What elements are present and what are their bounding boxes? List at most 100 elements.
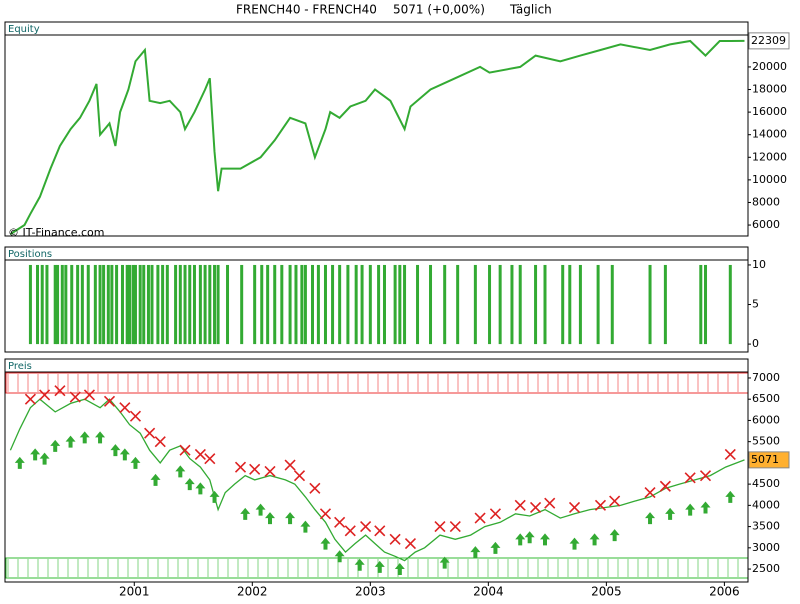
bar — [80, 264, 84, 345]
bar — [488, 264, 492, 345]
bar — [110, 264, 114, 345]
bar — [663, 264, 667, 345]
buy-signal — [334, 550, 345, 563]
bar — [416, 264, 420, 345]
sell-signal — [724, 448, 736, 460]
sell-signal — [24, 393, 36, 405]
bar — [316, 264, 320, 345]
buy-signal — [320, 537, 331, 550]
bar — [331, 264, 335, 345]
buy-signal — [470, 546, 481, 559]
bar — [303, 264, 307, 345]
bar — [498, 264, 502, 345]
sell-signal — [529, 501, 542, 514]
bar — [156, 264, 160, 345]
bar — [648, 264, 652, 345]
period: Täglich — [509, 3, 552, 17]
y-tick-label: 7000 — [752, 371, 780, 384]
last-value: 5071 — [751, 453, 779, 466]
last-value-box — [748, 32, 790, 50]
bar — [561, 264, 565, 345]
sell-signal — [179, 444, 191, 456]
bar — [146, 264, 150, 345]
y-tick-label: 10 — [752, 258, 766, 271]
bar — [56, 264, 60, 345]
buy-signal — [39, 452, 50, 465]
bar — [240, 264, 244, 345]
bar — [133, 264, 137, 345]
bar — [60, 264, 64, 345]
x-tick-label: 2002 — [237, 585, 268, 599]
bar — [568, 264, 572, 345]
bar — [45, 264, 49, 345]
y-tick-label: 6000 — [752, 218, 780, 231]
bar — [382, 264, 386, 345]
quote: 5071 (+0,00%) — [393, 3, 485, 17]
bar — [510, 264, 514, 345]
buy-signal — [300, 520, 311, 533]
buy-signal — [589, 533, 600, 546]
sell-signal — [544, 497, 556, 509]
bar — [142, 264, 146, 345]
y-tick-label: 10000 — [752, 173, 787, 186]
bar — [403, 264, 407, 345]
bar — [260, 264, 264, 345]
bar — [443, 264, 447, 345]
x-tick-label: 2005 — [591, 585, 622, 599]
bar — [188, 264, 192, 345]
bar — [518, 264, 522, 345]
sell-signal — [594, 499, 607, 511]
y-tick-label: 8000 — [752, 195, 780, 208]
y-tick-label: 20000 — [752, 60, 787, 73]
sell-signal — [319, 508, 332, 520]
buy-signal — [265, 512, 276, 525]
bar — [699, 264, 703, 345]
bar — [253, 264, 257, 345]
bar — [28, 264, 32, 345]
buy-signal — [130, 456, 141, 469]
sell-signal — [264, 465, 276, 477]
bar — [596, 264, 600, 345]
bar — [120, 264, 124, 345]
bar — [40, 264, 44, 345]
buy-signal — [175, 465, 186, 478]
bar — [398, 264, 402, 345]
bar — [323, 264, 327, 345]
buy-signal — [725, 490, 736, 503]
sell-signal — [374, 525, 386, 537]
sell-signal — [659, 480, 671, 492]
bar — [393, 264, 397, 345]
bar — [53, 264, 57, 345]
bar — [192, 264, 196, 345]
sell-signal — [293, 470, 306, 482]
x-tick-label: 2004 — [473, 585, 504, 599]
sell-signal — [568, 501, 581, 514]
bar — [534, 264, 538, 345]
line — [9, 39, 745, 235]
sell-signal — [234, 461, 247, 473]
bar — [70, 264, 74, 345]
buy-signal — [515, 533, 526, 546]
sell-signal — [119, 402, 131, 414]
sell-signal — [389, 533, 401, 545]
buy-signal — [65, 435, 76, 448]
bar — [208, 264, 212, 345]
bar — [183, 264, 187, 345]
bar — [543, 264, 547, 345]
buy-signal — [354, 558, 365, 571]
bar — [266, 264, 270, 345]
bar — [216, 264, 220, 345]
symbol: FRENCH40 - FRENCH40 — [236, 3, 377, 17]
sell-signal — [309, 482, 321, 494]
bar — [86, 264, 90, 345]
bar — [178, 264, 182, 345]
buy-signal — [79, 431, 90, 444]
sell-signal — [684, 472, 696, 484]
y-tick-label: 2500 — [752, 562, 780, 575]
y-tick-label: 5 — [752, 298, 759, 311]
buy-signal — [645, 512, 656, 525]
y-tick-label: 14000 — [752, 128, 787, 141]
bar — [360, 264, 364, 345]
buy-signal — [150, 473, 161, 486]
